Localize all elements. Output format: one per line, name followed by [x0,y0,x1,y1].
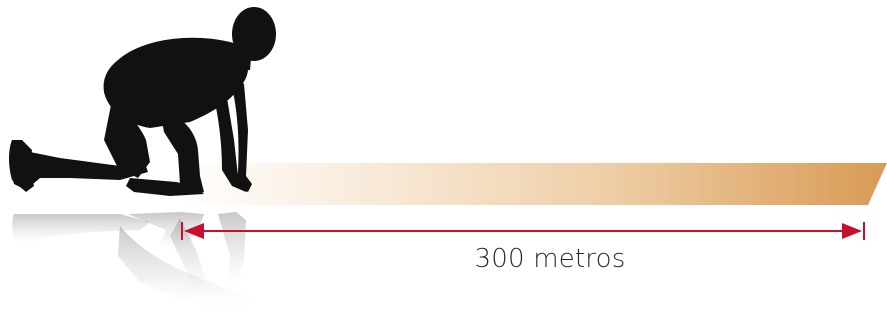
distance-label: 300 metros [474,244,626,274]
runner-reflection-icon [12,212,252,312]
running-track [180,163,887,205]
runner-crouch-silhouette-icon [9,7,276,196]
